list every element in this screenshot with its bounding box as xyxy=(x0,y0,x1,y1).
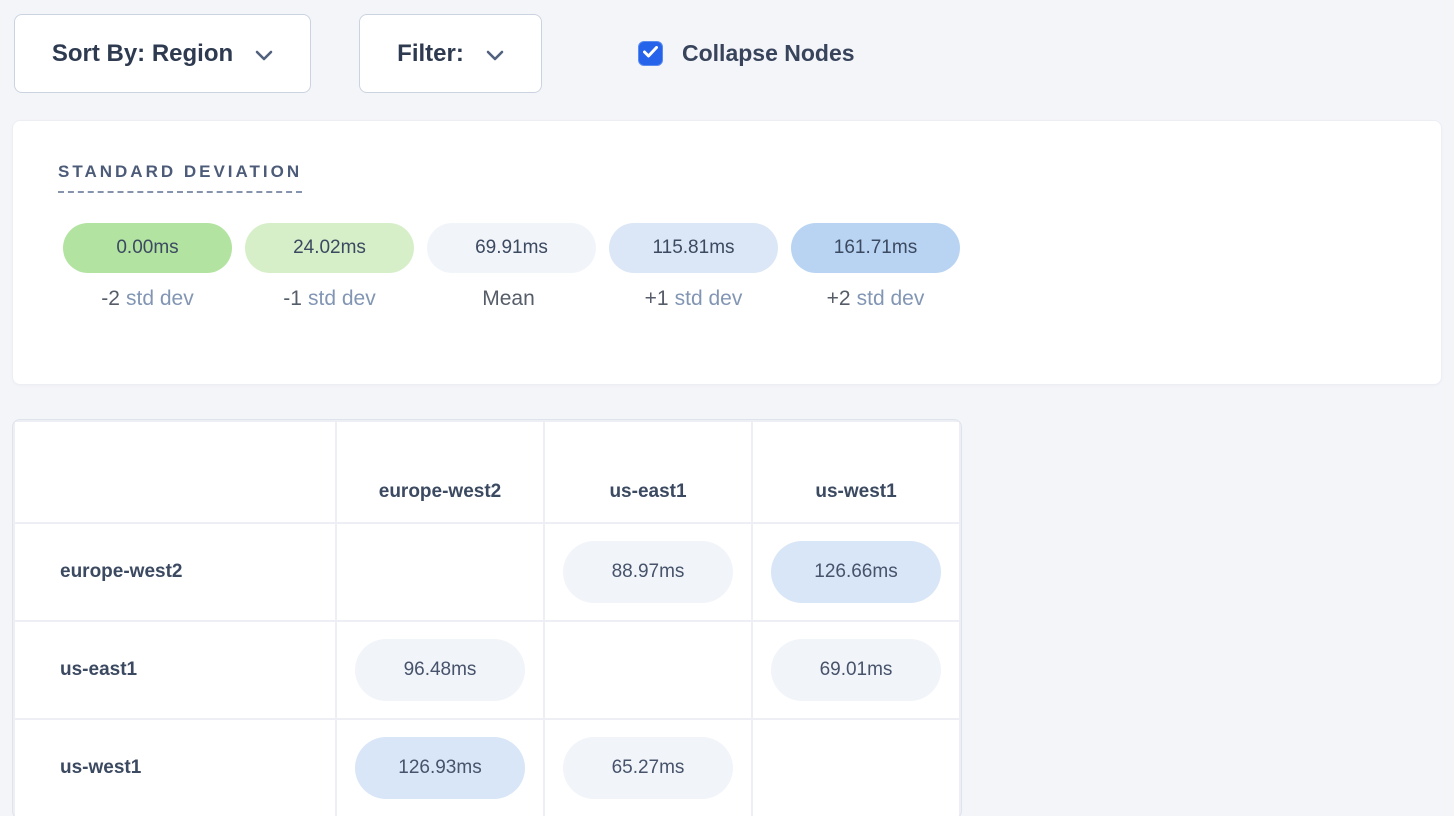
cell-us-west1-us-west1 xyxy=(753,720,959,816)
table-row: us-west1 126.93ms 65.27ms xyxy=(15,720,959,816)
column-header-us-west1: us-west1 xyxy=(753,422,959,522)
legend-label-minus1: -1 std dev xyxy=(283,287,376,310)
standard-deviation-panel: STANDARD DEVIATION 0.00ms -2 std dev 24.0… xyxy=(12,120,1442,385)
latency-matrix: europe-west2 us-east1 us-west1 europe-we… xyxy=(12,419,962,816)
collapse-nodes-label: Collapse Nodes xyxy=(682,40,855,66)
filter-label: Filter: xyxy=(397,39,464,67)
row-header-us-west1: us-west1 xyxy=(15,720,335,816)
cell-us-east1-europe-west2[interactable]: 96.48ms xyxy=(337,622,543,718)
sort-by-dropdown[interactable]: Sort By: Region xyxy=(14,14,311,93)
column-header-us-east1: us-east1 xyxy=(545,422,751,522)
legend-item-plus1: 115.81ms +1 std dev xyxy=(609,223,778,311)
collapse-nodes-checkbox[interactable] xyxy=(638,41,663,66)
standard-deviation-title: STANDARD DEVIATION xyxy=(58,162,303,193)
cell-europe-west2-us-west1[interactable]: 126.66ms xyxy=(753,524,959,620)
row-header-europe-west2: europe-west2 xyxy=(15,524,335,620)
table-row: europe-west2 88.97ms 126.66ms xyxy=(15,524,959,620)
legend-pill-mean: 69.91ms xyxy=(427,223,596,273)
chevron-down-icon xyxy=(255,50,273,61)
legend-item-minus2: 0.00ms -2 std dev xyxy=(63,223,232,311)
legend-label-minus2: -2 std dev xyxy=(101,287,194,310)
latency-pill[interactable]: 96.48ms xyxy=(355,639,525,701)
row-header-us-east1: us-east1 xyxy=(15,622,335,718)
legend-pill-plus1: 115.81ms xyxy=(609,223,778,273)
collapse-nodes-toggle[interactable]: Collapse Nodes xyxy=(638,40,855,67)
latency-pill[interactable]: 69.01ms xyxy=(771,639,941,701)
cell-us-west1-us-east1[interactable]: 65.27ms xyxy=(545,720,751,816)
legend-row: 0.00ms -2 std dev 24.02ms -1 std dev 69.91… xyxy=(63,223,1441,311)
cell-us-west1-europe-west2[interactable]: 126.93ms xyxy=(337,720,543,816)
sort-by-label: Sort By: Region xyxy=(51,39,234,67)
matrix-corner-cell xyxy=(15,422,335,522)
latency-pill[interactable]: 126.93ms xyxy=(355,737,525,799)
matrix-header-row: europe-west2 us-east1 us-west1 xyxy=(15,422,959,522)
legend-item-plus2: 161.71ms +2 std dev xyxy=(791,223,960,311)
legend-item-mean: 69.91ms Mean xyxy=(427,223,596,311)
cell-europe-west2-europe-west2 xyxy=(337,524,543,620)
legend-item-minus1: 24.02ms -1 std dev xyxy=(245,223,414,311)
table-row: us-east1 96.48ms 69.01ms xyxy=(15,622,959,718)
latency-pill[interactable]: 126.66ms xyxy=(771,541,941,603)
legend-label-mean: Mean xyxy=(482,287,535,310)
legend-pill-minus1: 24.02ms xyxy=(245,223,414,273)
filter-dropdown[interactable]: Filter: xyxy=(359,14,542,93)
column-header-europe-west2: europe-west2 xyxy=(337,422,543,522)
legend-label-plus1: +1 std dev xyxy=(644,287,743,310)
cell-us-east1-us-west1[interactable]: 69.01ms xyxy=(753,622,959,718)
latency-pill[interactable]: 88.97ms xyxy=(563,541,733,603)
legend-label-plus2: +2 std dev xyxy=(826,287,925,310)
checkmark-icon xyxy=(643,45,658,63)
toolbar: Sort By: Region Filter: Collapse Nodes xyxy=(0,0,1454,93)
chevron-down-icon xyxy=(486,50,504,61)
legend-pill-plus2: 161.71ms xyxy=(791,223,960,273)
latency-pill[interactable]: 65.27ms xyxy=(563,737,733,799)
legend-pill-minus2: 0.00ms xyxy=(63,223,232,273)
cell-europe-west2-us-east1[interactable]: 88.97ms xyxy=(545,524,751,620)
cell-us-east1-us-east1 xyxy=(545,622,751,718)
